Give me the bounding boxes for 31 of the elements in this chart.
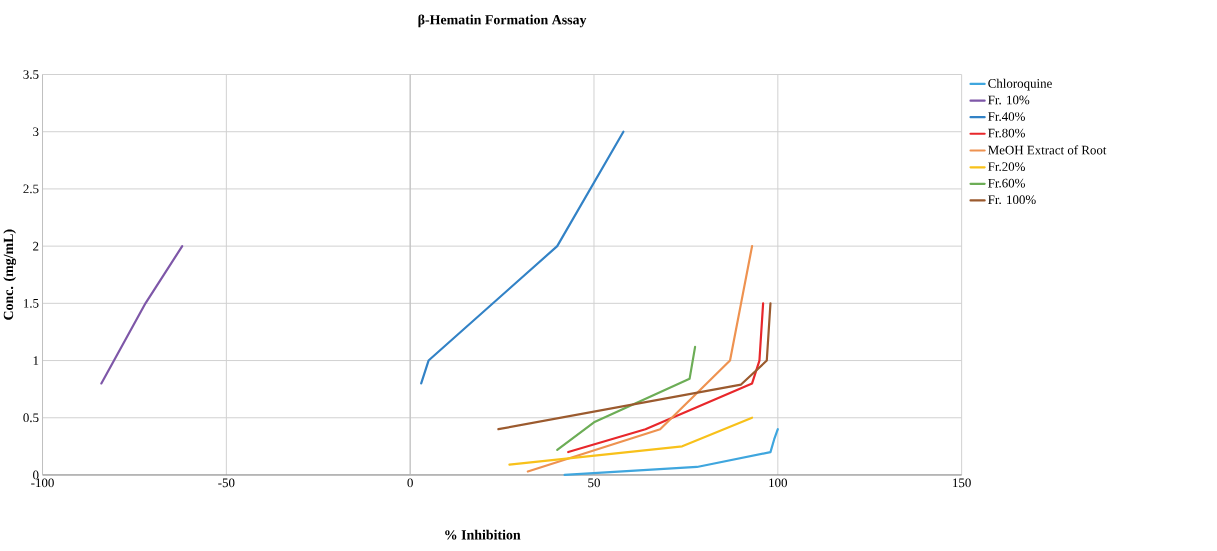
line-series	[497, 302, 772, 431]
x-tick-label: 100	[769, 478, 788, 487]
chart-title: β-Hematin Formation Assay	[418, 14, 587, 28]
line-series	[567, 302, 765, 453]
x-tick-label: 150	[953, 478, 971, 487]
legend-label: Chloroquine	[988, 78, 1052, 91]
x-tick-label: 0	[407, 478, 413, 487]
y-tick-label: 1	[33, 356, 39, 365]
y-axis-title: Conc. (mg/mL)	[3, 229, 17, 320]
legend-label: Fr. 100%	[988, 195, 1036, 204]
y-tick-label: 2.5	[23, 184, 39, 194]
x-tick-label: -100	[31, 478, 54, 487]
legend-label: Fr.60%	[988, 178, 1025, 188]
y-tick-label: 0.5	[23, 413, 39, 422]
x-tick-label: -50	[218, 478, 235, 487]
line-series	[563, 427, 779, 476]
legend-label: Fr.40%	[988, 111, 1025, 121]
y-tick-label: 3	[33, 127, 39, 136]
legend-label: Fr.20%	[988, 162, 1025, 171]
legend-label: Fr.80%	[988, 128, 1025, 138]
line-series	[526, 244, 754, 473]
legend-label: Fr. 10%	[988, 95, 1030, 105]
line-series	[556, 345, 697, 451]
y-tick-label: 2	[33, 241, 39, 251]
line-series	[420, 130, 625, 385]
y-tick-label: 3.5	[23, 69, 39, 79]
legend-label: MeOH Extract of Root	[988, 144, 1107, 155]
y-tick-label: 0	[33, 470, 39, 480]
y-tick-label: 1.5	[24, 298, 39, 308]
x-axis-title: % Inhibition	[445, 529, 521, 540]
x-tick-label: 50	[588, 478, 600, 487]
